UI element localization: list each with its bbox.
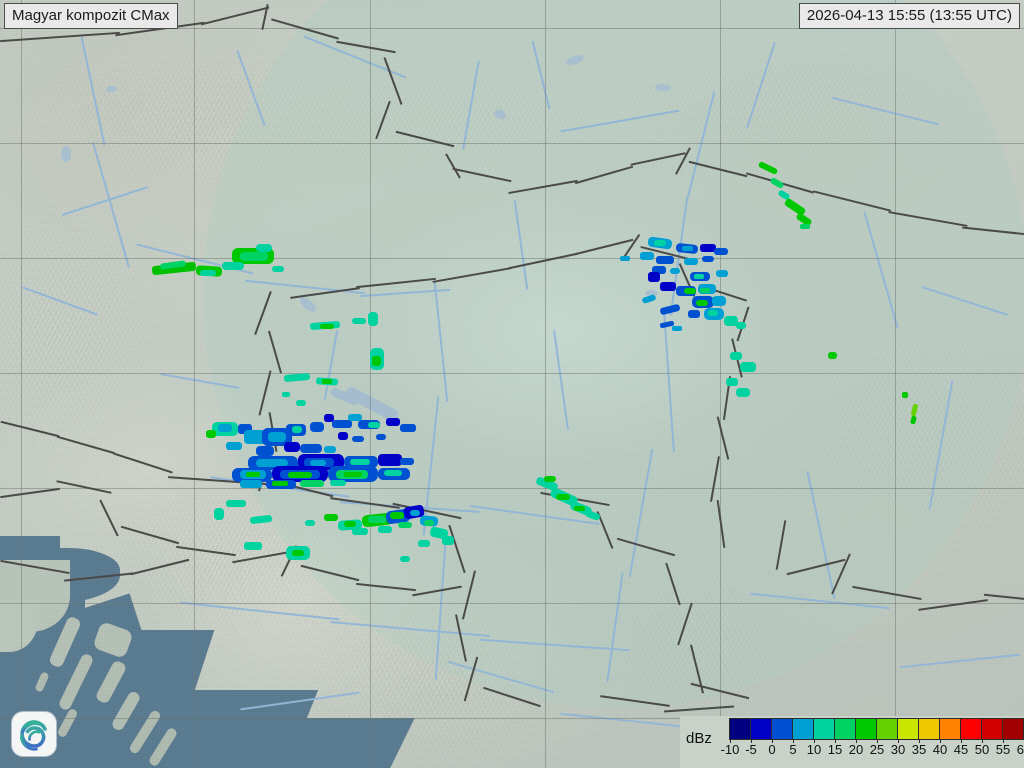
legend-swatch-2 — [772, 719, 793, 739]
legend-swatch-5 — [835, 719, 856, 739]
legend-tick: 55 — [995, 742, 1011, 757]
legend-swatch-0 — [730, 719, 751, 739]
legend-tick-mark — [793, 739, 794, 743]
legend-tick-mark — [835, 739, 836, 743]
omsz-logo[interactable] — [12, 712, 56, 756]
legend-swatch-13 — [1003, 719, 1024, 739]
legend-tick: 0 — [768, 742, 776, 757]
legend-tick: 40 — [932, 742, 948, 757]
legend-tick: 25 — [869, 742, 885, 757]
legend-tick-mark — [961, 739, 962, 743]
legend-swatch-11 — [961, 719, 982, 739]
legend-tick: 60 — [1016, 742, 1024, 757]
legend-tick-mark — [919, 739, 920, 743]
legend-tick-mark — [856, 739, 857, 743]
legend-tick: -5 — [745, 742, 757, 757]
legend-tick: 45 — [953, 742, 969, 757]
legend-tick-mark — [772, 739, 773, 743]
legend-swatch-12 — [982, 719, 1003, 739]
spiral-icon — [19, 720, 47, 751]
legend-swatch-8 — [898, 719, 919, 739]
legend-tick: 15 — [827, 742, 843, 757]
legend-tick-mark — [730, 739, 731, 743]
legend-tick-mark — [940, 739, 941, 743]
map-title-box: Magyar kompozit CMax — [4, 3, 178, 30]
dbz-color-legend: dBz -10-50510152025303540455055606570 — [680, 716, 1024, 768]
legend-swatch-4 — [814, 719, 835, 739]
legend-swatch-9 — [919, 719, 940, 739]
legend-tick-mark — [982, 739, 983, 743]
legend-swatch-3 — [793, 719, 814, 739]
legend-tick: -10 — [720, 742, 740, 757]
legend-swatch-7 — [877, 719, 898, 739]
legend-tick-mark — [751, 739, 752, 743]
legend-tick-mark — [814, 739, 815, 743]
legend-tick: 10 — [806, 742, 822, 757]
legend-tick: 5 — [789, 742, 797, 757]
legend-tick-mark — [877, 739, 878, 743]
radar-coverage-circle — [203, 0, 1024, 708]
legend-tick: 35 — [911, 742, 927, 757]
legend-tick: 20 — [848, 742, 864, 757]
legend-tick-labels: -10-50510152025303540455055606570 — [718, 739, 1024, 760]
legend-tick: 30 — [890, 742, 906, 757]
legend-tick-mark — [1003, 739, 1004, 743]
legend-tick-mark — [898, 739, 899, 743]
legend-swatch-1 — [751, 719, 772, 739]
legend-color-bar — [729, 718, 1024, 740]
legend-swatch-6 — [856, 719, 877, 739]
legend-swatch-10 — [940, 719, 961, 739]
legend-tick: 50 — [974, 742, 990, 757]
legend-unit-label: dBz — [686, 730, 712, 747]
timestamp-box: 2026-04-13 15:55 (13:55 UTC) — [798, 3, 1020, 30]
